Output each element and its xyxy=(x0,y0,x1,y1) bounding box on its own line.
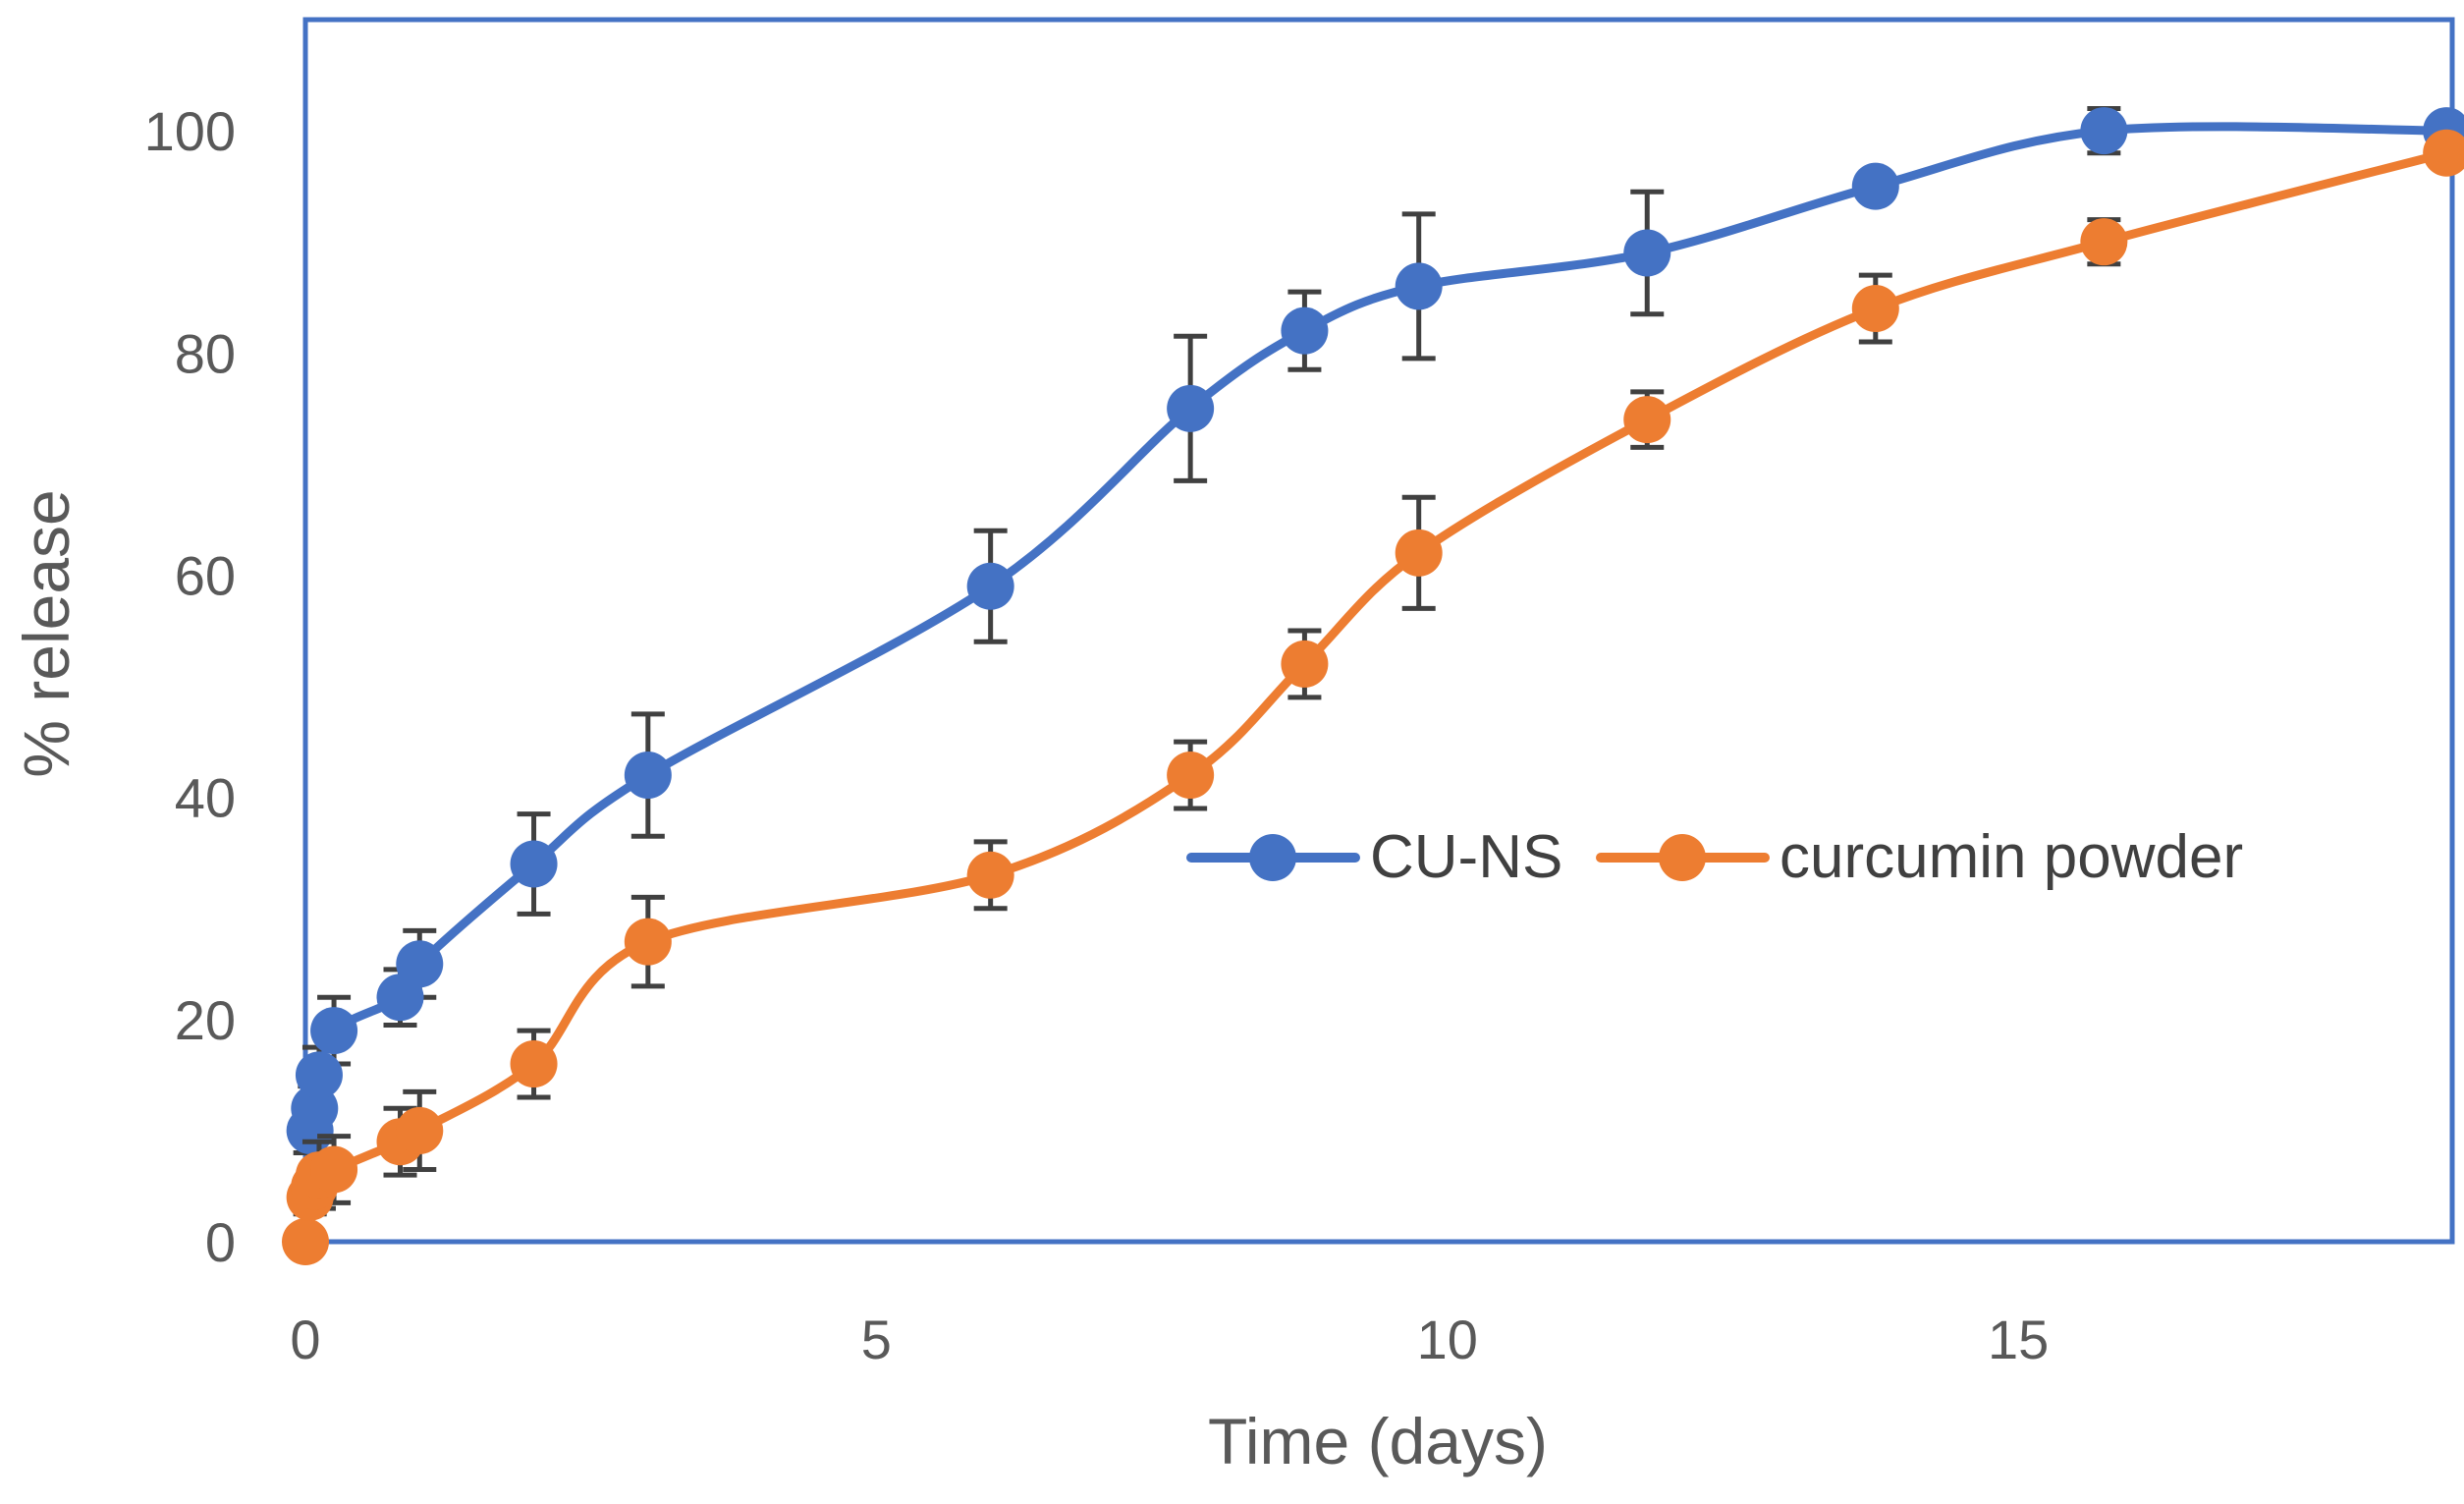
data-point-cu-ns xyxy=(2080,107,2128,155)
legend-marker-cu-ns xyxy=(1249,834,1296,881)
series-curcumin-powder xyxy=(282,129,2464,1265)
legend-label-cu-ns: CU-NS xyxy=(1370,823,1562,891)
series-cu-ns xyxy=(286,105,2464,1156)
data-point-curcumin-powder xyxy=(1623,396,1671,444)
data-point-curcumin-powder xyxy=(510,1040,558,1088)
series-line-cu-ns xyxy=(305,122,2451,1136)
plot-area-border xyxy=(302,17,2455,1245)
data-point-cu-ns xyxy=(1623,229,1671,277)
data-point-curcumin-powder xyxy=(966,851,1014,899)
y-tick-label: 20 xyxy=(175,989,236,1051)
data-point-curcumin-powder xyxy=(2080,218,2128,266)
data-point-curcumin-powder xyxy=(1395,529,1443,577)
y-tick-label: 100 xyxy=(144,100,236,162)
data-point-cu-ns xyxy=(1167,384,1215,432)
y-axis-ticks: 0 20 40 60 80 100 xyxy=(144,100,236,1273)
error-bars-curcumin-powder xyxy=(293,217,2121,1217)
data-point-cu-ns xyxy=(295,1051,343,1099)
data-point-curcumin-powder xyxy=(282,1218,329,1265)
data-point-cu-ns xyxy=(1281,306,1329,355)
data-point-curcumin-powder xyxy=(1281,640,1329,688)
series-line-curcumin-powder xyxy=(301,148,2451,1247)
data-point-curcumin-powder xyxy=(624,918,672,966)
data-point-cu-ns xyxy=(310,1007,358,1055)
y-axis-title: % release xyxy=(10,489,82,778)
data-point-cu-ns xyxy=(966,562,1014,610)
data-point-curcumin-powder xyxy=(1167,752,1215,800)
x-axis-title: Time (days) xyxy=(1208,1405,1548,1477)
series-layer xyxy=(282,105,2464,1265)
data-point-curcumin-powder xyxy=(310,1145,358,1194)
data-point-cu-ns xyxy=(510,840,558,888)
legend-marker-curcumin-powder xyxy=(1659,834,1706,881)
x-tick-label: 0 xyxy=(290,1309,320,1370)
data-point-curcumin-powder xyxy=(2423,129,2464,177)
y-tick-label: 60 xyxy=(175,544,236,606)
error-bars-cu-ns xyxy=(293,105,2121,1156)
data-point-cu-ns xyxy=(624,752,672,800)
x-axis-ticks: 0 5 10 15 xyxy=(290,1309,2049,1370)
legend: CU-NS curcumin powder xyxy=(1186,823,2243,891)
x-tick-label: 5 xyxy=(861,1309,892,1370)
data-point-curcumin-powder xyxy=(396,1106,444,1154)
y-tick-label: 40 xyxy=(175,767,236,829)
legend-label-curcumin-powder: curcumin powder xyxy=(1780,823,2243,891)
data-point-cu-ns xyxy=(396,940,444,988)
data-point-cu-ns xyxy=(1395,262,1443,310)
y-tick-label: 80 xyxy=(175,322,236,384)
data-point-cu-ns xyxy=(1851,162,1899,210)
y-tick-label: 0 xyxy=(205,1211,236,1273)
data-point-curcumin-powder xyxy=(1851,285,1899,333)
x-tick-label: 10 xyxy=(1417,1309,1478,1370)
x-tick-label: 15 xyxy=(1988,1309,2049,1370)
